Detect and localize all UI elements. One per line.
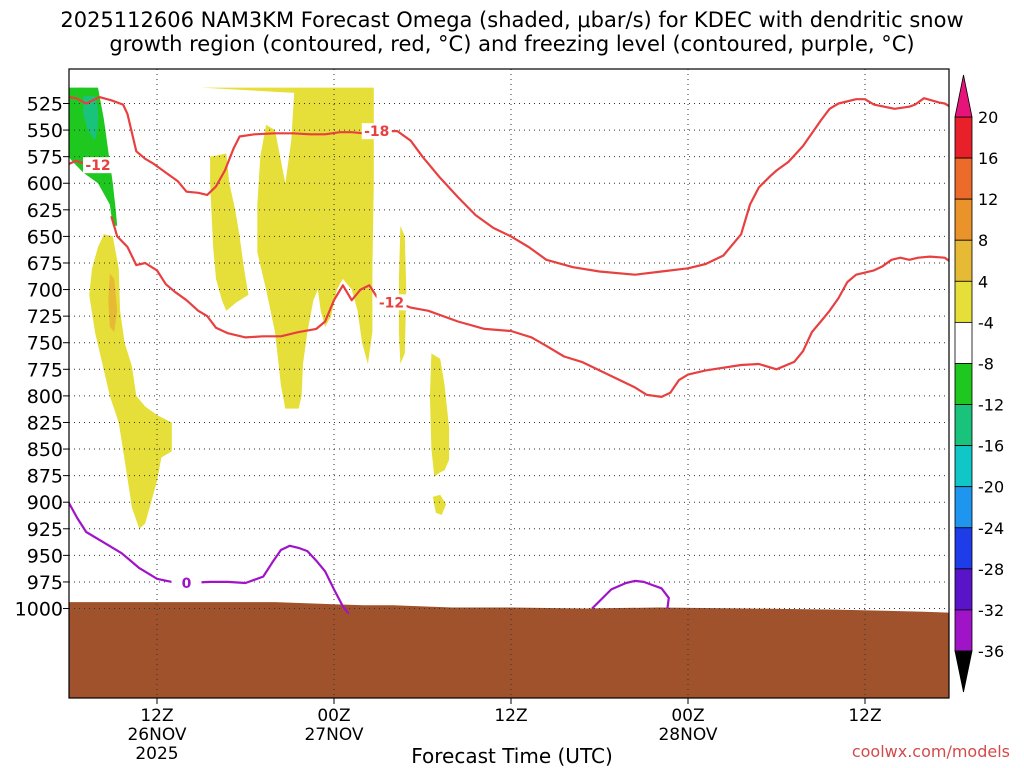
y-tick-label: 875	[27, 466, 63, 488]
colorbar-segment	[954, 239, 973, 282]
colorbar-label: -28	[978, 560, 1004, 579]
y-tick-label: 550	[27, 120, 63, 142]
colorbar-segment	[954, 116, 973, 159]
omega-region-9	[83, 96, 98, 141]
contour-line-3	[69, 501, 350, 615]
colorbar-segment	[954, 445, 973, 488]
colorbar-segment	[954, 404, 973, 447]
contour-line-4	[591, 579, 670, 610]
chart-title-line1: 2025112606 NAM3KM Forecast Omega (shaded…	[60, 8, 964, 32]
y-tick-label: 850	[27, 439, 63, 461]
colorbar-segment	[954, 198, 973, 241]
y-tick-label: 675	[27, 253, 63, 275]
omega-region-1	[210, 153, 249, 311]
contour-label-bg	[376, 294, 407, 311]
contours: -18 -12 -12 0	[69, 95, 949, 615]
x-tick-label: 28NOV	[658, 725, 717, 745]
y-tick-label: 1000	[15, 599, 63, 621]
colorbar-top-arrow	[954, 74, 973, 118]
contour-label: -18	[364, 124, 389, 140]
omega-region-4	[108, 273, 118, 333]
colorbar-label: -24	[978, 519, 1004, 538]
colorbar-segment	[954, 321, 973, 364]
colorbar-segment	[954, 527, 973, 570]
x-tick-label: 12Z	[140, 706, 173, 726]
colorbar-label: 8	[978, 231, 988, 250]
omega-region-7	[432, 494, 447, 515]
colorbar-label: -16	[978, 437, 1004, 456]
colorbar-label: -36	[978, 642, 1004, 661]
colorbar-segment	[954, 486, 973, 529]
x-axis-title: Forecast Time (UTC)	[411, 744, 613, 768]
contour-line-0	[69, 95, 949, 276]
contour-label-bg	[171, 575, 202, 592]
y-tick-label: 750	[27, 333, 63, 355]
colorbar-bottom-arrow	[954, 650, 973, 693]
y-tick-label: 625	[27, 200, 63, 222]
y-tick-label: 950	[27, 545, 63, 567]
omega-shading	[69, 87, 450, 529]
x-tick-label: 27NOV	[304, 725, 363, 745]
colorbar-label: 4	[978, 272, 988, 291]
colorbar-label: -4	[978, 313, 994, 332]
x-tick-label: 00Z	[317, 706, 350, 726]
colorbar-label: -8	[978, 354, 994, 373]
y-tick-label: 700	[27, 280, 63, 302]
y-tick-label: 525	[27, 94, 63, 116]
omega-region-6	[429, 353, 450, 477]
contour-label: 0	[182, 576, 192, 592]
y-tick-label: 650	[27, 226, 63, 248]
x-tick-label: 26NOV	[127, 725, 186, 745]
y-tick-label: 825	[27, 412, 63, 434]
colorbar-segment	[954, 280, 973, 323]
contour-label: -12	[379, 295, 404, 311]
y-tick-label: 900	[27, 492, 63, 514]
colorbar-segment	[954, 609, 973, 652]
contour-label-bg	[361, 123, 392, 140]
x-tick-label: 12Z	[494, 706, 527, 726]
colorbar-segment	[954, 157, 973, 200]
colorbar-segment	[954, 363, 973, 405]
colorbar-label: -12	[978, 396, 1004, 415]
credit-link[interactable]: coolwx.com/models	[851, 742, 1010, 761]
terrain-fill	[69, 602, 949, 698]
contour-line-2	[110, 215, 949, 398]
colorbar-segment	[954, 568, 973, 611]
chart-title-line2: growth region (contoured, red, °C) and f…	[109, 32, 915, 56]
contour-label-bg	[83, 157, 113, 174]
plot-frame	[68, 68, 950, 699]
y-tick-label: 575	[27, 147, 63, 169]
y-tick-label: 725	[27, 306, 63, 328]
y-tick-label: 925	[27, 519, 63, 541]
y-tick-label: 775	[27, 359, 63, 381]
colorbar: 20 16 12 8 4 -4 -8 -12 -16 -20 -24 -28 -32 -36	[954, 74, 1004, 693]
y-tick-label: 600	[27, 173, 63, 195]
omega-region-2	[201, 87, 374, 409]
colorbar-label: 20	[978, 108, 998, 127]
colorbar-label: -32	[978, 601, 1004, 620]
y-tick-label: 975	[27, 572, 63, 594]
x-tick-label: 12Z	[848, 706, 881, 726]
terrain	[69, 602, 949, 698]
colorbar-label: 16	[978, 149, 998, 168]
colorbar-label: 12	[978, 190, 998, 209]
omega-region-8	[69, 87, 118, 226]
contour-label: -12	[85, 158, 110, 174]
x-tick-label: 00Z	[671, 706, 704, 726]
colorbar-label: -20	[978, 478, 1004, 497]
y-tick-label: 800	[27, 386, 63, 408]
x-tick-label: 2025	[135, 744, 178, 764]
y-axis: 525 550 575 600 625 650 675 700 725 750 775 800 825 8…	[15, 94, 69, 621]
